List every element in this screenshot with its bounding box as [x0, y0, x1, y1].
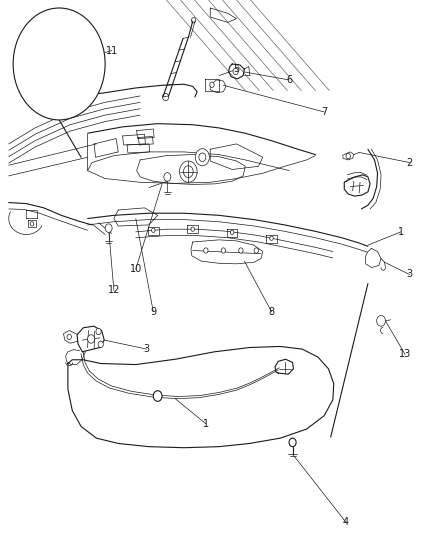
Text: 3: 3 — [406, 270, 413, 279]
Text: 8: 8 — [268, 307, 275, 317]
Circle shape — [210, 82, 214, 87]
Text: 4: 4 — [343, 518, 349, 527]
Circle shape — [239, 248, 243, 253]
Circle shape — [270, 236, 273, 240]
Text: 3: 3 — [144, 344, 150, 354]
Circle shape — [254, 248, 258, 253]
Circle shape — [221, 248, 226, 253]
Circle shape — [30, 222, 34, 226]
Circle shape — [204, 248, 208, 253]
Text: 10: 10 — [130, 264, 142, 274]
Circle shape — [377, 316, 385, 326]
Circle shape — [191, 227, 194, 231]
Circle shape — [96, 328, 101, 335]
Circle shape — [88, 335, 95, 343]
Circle shape — [164, 173, 171, 181]
Text: 9: 9 — [150, 307, 156, 317]
Circle shape — [230, 230, 234, 235]
Text: 1: 1 — [398, 227, 404, 237]
Text: 2: 2 — [406, 158, 413, 167]
Text: 5: 5 — [233, 64, 240, 74]
Circle shape — [289, 438, 296, 447]
Text: 11: 11 — [106, 46, 118, 55]
Circle shape — [13, 8, 105, 120]
Circle shape — [199, 153, 206, 161]
Circle shape — [153, 391, 162, 401]
Text: 1: 1 — [203, 419, 209, 429]
Circle shape — [233, 68, 238, 75]
Circle shape — [195, 149, 209, 166]
Circle shape — [105, 224, 112, 232]
Circle shape — [98, 341, 103, 348]
Text: 12: 12 — [108, 286, 120, 295]
Circle shape — [346, 154, 350, 159]
Text: 6: 6 — [286, 75, 292, 85]
Text: 7: 7 — [321, 107, 327, 117]
Circle shape — [152, 228, 155, 232]
Text: 13: 13 — [399, 350, 411, 359]
Circle shape — [67, 334, 71, 340]
